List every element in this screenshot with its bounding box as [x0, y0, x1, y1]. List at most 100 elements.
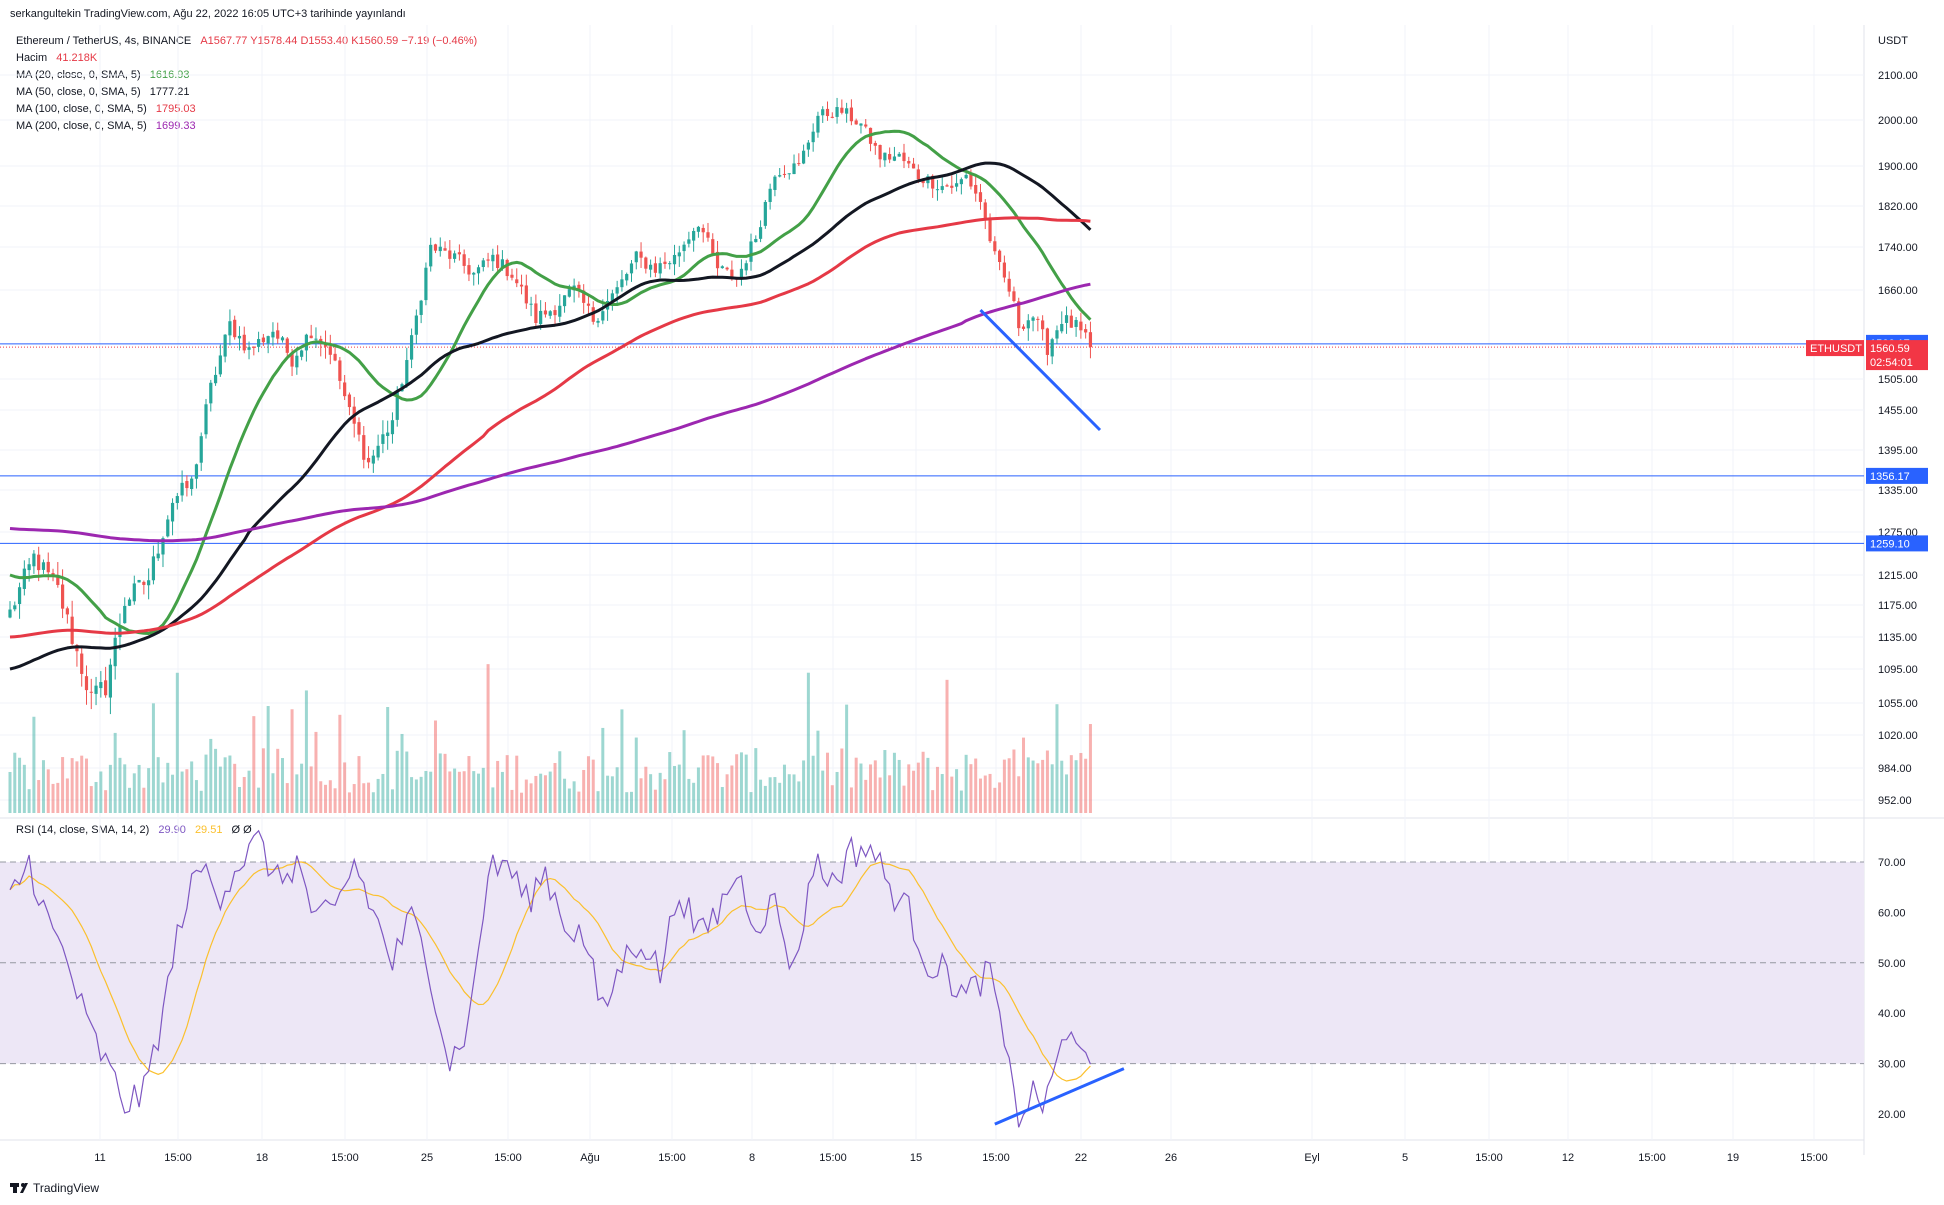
volume-bar: [1041, 759, 1045, 813]
ma200-line[interactable]: [9, 282, 1091, 543]
candle-body: [405, 360, 409, 386]
volume-bar: [18, 757, 22, 813]
candle-body: [524, 285, 528, 304]
ma100-legend[interactable]: MA (100, close, 0, SMA, 5) 1795.03: [16, 103, 196, 115]
line-badge: 1259.10: [1870, 538, 1910, 550]
candle-body: [1045, 328, 1050, 355]
volume-bar: [582, 769, 586, 813]
rsi-layer: [0, 829, 1864, 1128]
volume-bar: [883, 750, 887, 813]
candle-body: [170, 502, 175, 522]
candle-body: [491, 254, 495, 262]
ma100-line[interactable]: [9, 216, 1091, 639]
volume-bar: [400, 733, 404, 813]
rsi-tick-label: 40.00: [1878, 1008, 1906, 1020]
rsi-legend[interactable]: RSI (14, close, SMA, 14, 2) 29.90 29.51 …: [16, 824, 252, 836]
candle-body: [218, 355, 222, 375]
candle-body: [147, 580, 151, 586]
candle-body: [290, 353, 294, 367]
volume-bar: [792, 774, 796, 813]
volume-bar: [864, 779, 868, 813]
volume-bar: [266, 706, 270, 813]
time-tick-label: 15:00: [982, 1152, 1010, 1164]
volume-bar: [1050, 764, 1054, 813]
candle-body: [548, 311, 552, 316]
candle-body: [758, 227, 763, 239]
candle-body: [390, 420, 395, 435]
ma20-line[interactable]: [9, 129, 1092, 635]
volume-bar: [916, 762, 920, 813]
volume-bar: [13, 752, 17, 813]
candle-body: [1060, 323, 1064, 332]
candle-body: [333, 353, 337, 361]
candle-body: [978, 192, 983, 202]
rsi-ma-line[interactable]: [9, 861, 1091, 1082]
candle-body: [529, 303, 533, 305]
volume-bar: [247, 770, 251, 813]
ma200-legend[interactable]: MA (200, close, 0, SMA, 5) 1699.33: [16, 120, 196, 132]
candle-body: [782, 173, 787, 175]
candle-body: [228, 321, 232, 336]
candle-body: [907, 160, 911, 164]
ma50-legend[interactable]: MA (50, close, 0, SMA, 5) 1777.21: [16, 86, 190, 98]
volume-bar: [539, 773, 543, 813]
time-tick-label: 15:00: [494, 1152, 522, 1164]
candle-body: [137, 579, 141, 583]
ma50-line[interactable]: [9, 161, 1092, 671]
footer-brand[interactable]: TradingView: [33, 1181, 99, 1195]
candle-body: [553, 310, 557, 316]
volume-bar: [32, 716, 36, 813]
rsi-label: RSI (14, close, SMA, 14, 2): [16, 824, 150, 836]
volume-bar: [190, 761, 194, 813]
volume-bar: [978, 778, 982, 813]
price-badge-bg: [1866, 340, 1928, 357]
volume-bar: [405, 751, 409, 813]
volume-legend[interactable]: Hacim 41.218K: [16, 52, 97, 64]
candle-body: [419, 300, 423, 315]
time-tick-label: 15:00: [1800, 1152, 1828, 1164]
volume-bar: [606, 775, 610, 813]
rsi-extra: Ø Ø: [231, 824, 252, 836]
volume-bar: [347, 792, 351, 813]
volume-bar: [1036, 763, 1040, 813]
candle-body: [634, 251, 638, 263]
candle-body: [1050, 339, 1054, 357]
volume-bar: [988, 773, 992, 813]
volume-bar: [677, 764, 681, 813]
volume-bar: [367, 782, 371, 813]
candle-body: [233, 319, 237, 338]
rsi-line[interactable]: [9, 829, 1091, 1128]
volume-bar: [763, 785, 767, 813]
candle-body: [443, 248, 447, 251]
candle-body: [505, 259, 509, 277]
price-trendline[interactable]: [979, 309, 1102, 432]
horizontal-lines-layer: [0, 343, 1864, 544]
volume-bar: [467, 756, 471, 813]
candle-body: [730, 269, 734, 280]
candle-body: [276, 330, 280, 339]
candle-body: [142, 581, 146, 585]
candle-body: [649, 264, 653, 270]
candle-body: [8, 609, 12, 618]
price-tick-label: 1660.00: [1878, 285, 1918, 297]
candle-body: [409, 335, 414, 360]
volume-bar: [1045, 750, 1049, 813]
candle-body: [41, 562, 46, 570]
rsi-trendline[interactable]: [994, 1067, 1125, 1126]
volume-bar: [386, 707, 390, 813]
volume-bar: [472, 771, 476, 813]
volume-bar: [782, 764, 786, 813]
candle-body: [940, 186, 944, 190]
candle-body: [744, 263, 748, 271]
candle-body: [811, 131, 815, 143]
candle-body: [797, 163, 801, 165]
volume-bar: [228, 755, 232, 813]
symbol-legend[interactable]: Ethereum / TetherUS, 4s, BINANCE A1567.7…: [16, 35, 477, 47]
axis-layer: USDT2100.002000.001900.001820.001740.001…: [94, 35, 1928, 1164]
candle-body: [252, 346, 256, 348]
candle-body: [954, 183, 959, 187]
candle-body: [343, 382, 347, 397]
time-tick-label: 18: [256, 1152, 268, 1164]
